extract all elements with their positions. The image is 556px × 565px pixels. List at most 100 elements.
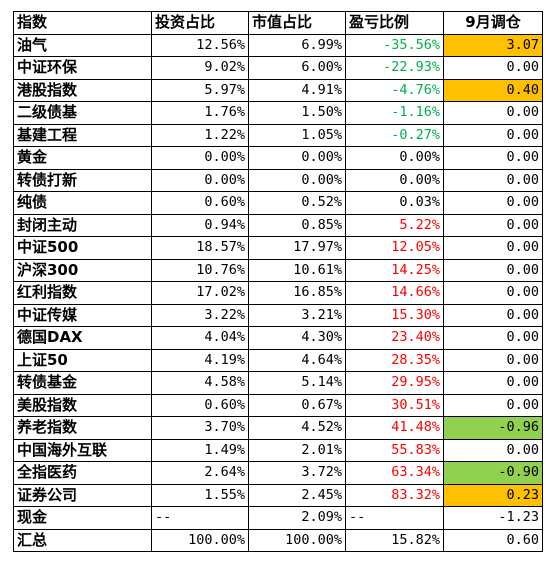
row-september-adjust: 0.23: [443, 483, 543, 507]
row-market-ratio: 6.99%: [248, 33, 346, 57]
row-market-ratio: 4.30%: [248, 326, 346, 350]
table-row: 封闭主动 0.94% 0.85% 5.22% 0.00: [13, 213, 543, 237]
row-market-ratio: 2.45%: [248, 483, 346, 507]
row-invest-ratio: 0.60%: [151, 393, 249, 417]
row-name: 纯债: [13, 191, 152, 215]
row-pnl-ratio: 0.00%: [345, 168, 444, 192]
row-pnl-ratio: 41.48%: [345, 416, 444, 440]
row-invest-ratio: 4.58%: [151, 371, 249, 395]
row-september-adjust: 0.00: [443, 326, 543, 350]
table-row: 中国海外互联 1.49% 2.01% 55.83% 0.00: [13, 438, 543, 462]
row-pnl-ratio: 28.35%: [345, 348, 444, 372]
row-invest-ratio: 2.64%: [151, 461, 249, 485]
row-name: 中国海外互联: [13, 438, 152, 462]
table-body: 指数 投资占比 市值占比 盈亏比例 9月调仓 油气 12.56% 6.99% -35.…: [13, 11, 543, 552]
row-september-adjust: 0.00: [443, 123, 543, 147]
row-pnl-ratio: 23.40%: [345, 326, 444, 350]
row-september-adjust: 0.00: [443, 213, 543, 237]
row-invest-ratio: 1.76%: [151, 101, 249, 125]
table-row: 红利指数 17.02% 16.85% 14.66% 0.00: [13, 281, 543, 305]
row-september-adjust: 3.07: [443, 33, 543, 57]
row-market-ratio: 0.67%: [248, 393, 346, 417]
row-market-ratio: 100.00%: [248, 528, 346, 552]
header-index: 指数: [13, 11, 152, 35]
row-september-adjust: 0.00: [443, 236, 543, 260]
row-september-adjust: 0.00: [443, 258, 543, 282]
table-header-row: 指数 投资占比 市值占比 盈亏比例 9月调仓: [13, 11, 543, 35]
row-pnl-ratio: -1.16%: [345, 101, 444, 125]
row-name: 中证环保: [13, 56, 152, 80]
table-row: 美股指数 0.60% 0.67% 30.51% 0.00: [13, 393, 543, 417]
row-september-adjust: 0.00: [443, 393, 543, 417]
table-row: 港股指数 5.97% 4.91% -4.76% 0.40: [13, 78, 543, 102]
row-pnl-ratio: -22.93%: [345, 56, 444, 80]
row-name: 中证传媒: [13, 303, 152, 327]
row-market-ratio: 4.64%: [248, 348, 346, 372]
row-name: 德国DAX: [13, 326, 152, 350]
row-invest-ratio: 0.94%: [151, 213, 249, 237]
row-pnl-ratio: 14.66%: [345, 281, 444, 305]
row-name: 港股指数: [13, 78, 152, 102]
row-pnl-ratio: 0.03%: [345, 191, 444, 215]
row-name: 油气: [13, 33, 152, 57]
row-invest-ratio: 1.49%: [151, 438, 249, 462]
table-row: 二级债基 1.76% 1.50% -1.16% 0.00: [13, 101, 543, 125]
row-pnl-ratio: 12.05%: [345, 236, 444, 260]
row-pnl-ratio: 30.51%: [345, 393, 444, 417]
row-september-adjust: 0.00: [443, 146, 543, 170]
row-september-adjust: 0.60: [443, 528, 543, 552]
row-name: 转债基金: [13, 371, 152, 395]
row-invest-ratio: 1.55%: [151, 483, 249, 507]
row-name: 封闭主动: [13, 213, 152, 237]
row-invest-ratio: 0.60%: [151, 191, 249, 215]
row-pnl-ratio: 15.82%: [345, 528, 444, 552]
row-invest-ratio: 100.00%: [151, 528, 249, 552]
row-name: 养老指数: [13, 416, 152, 440]
row-september-adjust: -0.90: [443, 461, 543, 485]
header-invest-ratio: 投资占比: [151, 11, 249, 35]
row-september-adjust: 0.40: [443, 78, 543, 102]
row-name: 美股指数: [13, 393, 152, 417]
portfolio-table-container: 指数 投资占比 市值占比 盈亏比例 9月调仓 油气 12.56% 6.99% -35.…: [13, 11, 543, 552]
row-september-adjust: 0.00: [443, 371, 543, 395]
row-pnl-ratio: 0.00%: [345, 146, 444, 170]
header-september-adjust: 9月调仓: [443, 11, 543, 35]
row-invest-ratio: 10.76%: [151, 258, 249, 282]
row-invest-ratio: 12.56%: [151, 33, 249, 57]
row-september-adjust: 0.00: [443, 101, 543, 125]
table-row: 汇总 100.00% 100.00% 15.82% 0.60: [13, 528, 543, 552]
row-invest-ratio: 17.02%: [151, 281, 249, 305]
row-market-ratio: 2.09%: [248, 506, 346, 530]
row-pnl-ratio: 83.32%: [345, 483, 444, 507]
row-september-adjust: 0.00: [443, 191, 543, 215]
header-pnl-ratio: 盈亏比例: [345, 11, 444, 35]
row-name: 证券公司: [13, 483, 152, 507]
table-row: 纯债 0.60% 0.52% 0.03% 0.00: [13, 191, 543, 215]
row-market-ratio: 6.00%: [248, 56, 346, 80]
table-row: 转债基金 4.58% 5.14% 29.95% 0.00: [13, 371, 543, 395]
row-name: 二级债基: [13, 101, 152, 125]
row-market-ratio: 0.52%: [248, 191, 346, 215]
row-invest-ratio: --: [151, 506, 249, 530]
table-row: 黄金 0.00% 0.00% 0.00% 0.00: [13, 146, 543, 170]
row-name: 全指医药: [13, 461, 152, 485]
table-row: 中证环保 9.02% 6.00% -22.93% 0.00: [13, 56, 543, 80]
row-market-ratio: 0.00%: [248, 146, 346, 170]
row-market-ratio: 4.52%: [248, 416, 346, 440]
row-name: 基建工程: [13, 123, 152, 147]
row-pnl-ratio: 5.22%: [345, 213, 444, 237]
table-row: 沪深300 10.76% 10.61% 14.25% 0.00: [13, 258, 543, 282]
row-pnl-ratio: 15.30%: [345, 303, 444, 327]
row-market-ratio: 17.97%: [248, 236, 346, 260]
row-pnl-ratio: 63.34%: [345, 461, 444, 485]
row-pnl-ratio: -35.56%: [345, 33, 444, 57]
row-name: 红利指数: [13, 281, 152, 305]
row-september-adjust: 0.00: [443, 303, 543, 327]
row-market-ratio: 1.50%: [248, 101, 346, 125]
table-row: 油气 12.56% 6.99% -35.56% 3.07: [13, 33, 543, 57]
table-row: 基建工程 1.22% 1.05% -0.27% 0.00: [13, 123, 543, 147]
table-row: 转债打新 0.00% 0.00% 0.00% 0.00: [13, 168, 543, 192]
row-september-adjust: 0.00: [443, 281, 543, 305]
row-invest-ratio: 5.97%: [151, 78, 249, 102]
table-row: 养老指数 3.70% 4.52% 41.48% -0.96: [13, 416, 543, 440]
